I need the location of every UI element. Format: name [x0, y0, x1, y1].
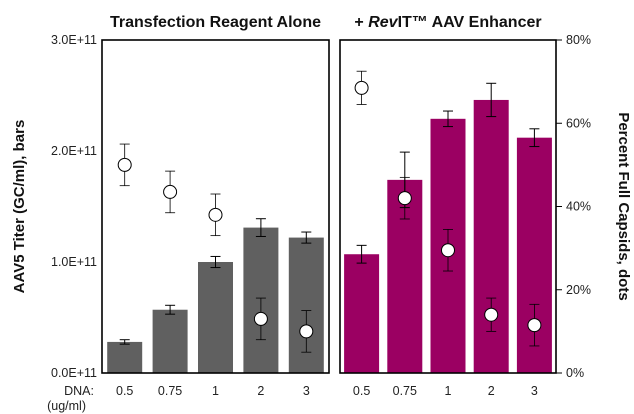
dot-3 [527, 318, 542, 333]
panel-transfection-reagent-alone: 0.5 0.75 1 2 3 [101, 39, 330, 398]
dot-2 [253, 311, 268, 326]
dot-1 [441, 243, 455, 258]
panel-titles: Transfection Reagent Alone + RevIT™ AAV … [110, 14, 542, 31]
dot-0.5 [117, 157, 132, 172]
bar-0.5 [107, 341, 143, 373]
dot-0.75 [163, 184, 178, 199]
x-tick-label: 0.5 [353, 384, 370, 398]
dot-1 [208, 207, 223, 222]
right-tick-label: 80% [566, 33, 591, 47]
bar-2 [473, 99, 509, 373]
dot-0.5 [354, 80, 369, 95]
x-tick-label: 1 [445, 384, 452, 398]
axes: 0.0E+11 1.0E+11 2.0E+11 3.0E+11 0% 20% 40% 60% 8… [51, 33, 591, 380]
x-tick-label: 0.75 [393, 384, 417, 398]
right-tick-label: 20% [566, 283, 591, 297]
title-suffix: IT™ AAV Enhancer [398, 14, 542, 31]
title-suffix: Transfection Reagent Alone [110, 14, 321, 31]
panel-title-right: + RevIT™ AAV Enhancer [354, 14, 541, 31]
right-tick-label: 40% [566, 200, 591, 214]
left-tick-label: 3.0E+11 [51, 33, 97, 47]
right-axis-title: Percent Full Capsids, dots [615, 112, 632, 300]
left-axis-title: AAV5 Titer (GC/ml), bars [11, 120, 28, 294]
x-tick-label: 0.75 [158, 384, 182, 398]
dot-3 [299, 324, 314, 339]
right-tick-label: 0% [566, 366, 584, 380]
bar-0.5 [344, 254, 380, 373]
x-tick-label: 1 [212, 384, 219, 398]
dot-0.75 [397, 191, 412, 206]
left-tick-label: 0.0E+11 [51, 366, 97, 380]
title-italic: Rev [368, 14, 398, 31]
x-axis-name: DNA: [64, 384, 94, 398]
bar-3 [288, 237, 324, 373]
panel-frame [101, 39, 330, 374]
panel-revit-aav-enhancer: 0.5 0.75 1 2 3 [339, 39, 557, 398]
x-tick-label: 0.5 [116, 384, 133, 398]
left-tick-label: 2.0E+11 [51, 144, 97, 158]
x-tick-label: 2 [488, 384, 495, 398]
left-tick-label: 1.0E+11 [51, 255, 97, 269]
x-tick-label: 3 [531, 384, 538, 398]
bar-0.75 [152, 309, 188, 373]
x-tick-label: 2 [257, 384, 264, 398]
right-tick-label: 60% [566, 116, 591, 130]
panel-title-left: Transfection Reagent Alone [110, 14, 321, 31]
x-axis-unit: (ug/ml) [47, 399, 86, 413]
title-prefix: + [354, 14, 368, 31]
bar-1 [198, 262, 233, 373]
x-tick-label: 3 [303, 384, 310, 398]
dot-2 [484, 307, 499, 322]
